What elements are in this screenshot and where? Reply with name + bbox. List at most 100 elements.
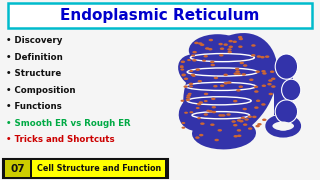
- Circle shape: [239, 120, 244, 122]
- Circle shape: [227, 81, 231, 84]
- Circle shape: [187, 59, 191, 61]
- Circle shape: [237, 129, 241, 132]
- Circle shape: [192, 59, 196, 62]
- Text: Endoplasmic Reticulum: Endoplasmic Reticulum: [60, 8, 260, 23]
- Circle shape: [237, 119, 241, 122]
- Text: • Discovery: • Discovery: [6, 36, 63, 45]
- Circle shape: [243, 108, 247, 110]
- FancyBboxPatch shape: [5, 160, 30, 177]
- Circle shape: [212, 111, 216, 113]
- Circle shape: [188, 93, 192, 95]
- Ellipse shape: [275, 100, 298, 123]
- FancyBboxPatch shape: [3, 159, 168, 178]
- Circle shape: [261, 70, 266, 73]
- Circle shape: [209, 39, 213, 41]
- Circle shape: [200, 44, 204, 46]
- Circle shape: [262, 84, 266, 87]
- Circle shape: [196, 107, 200, 109]
- Circle shape: [198, 42, 203, 45]
- Circle shape: [191, 74, 195, 76]
- Text: • Functions: • Functions: [6, 102, 62, 111]
- Circle shape: [211, 98, 215, 100]
- Circle shape: [260, 56, 265, 58]
- Circle shape: [268, 79, 273, 82]
- Circle shape: [214, 77, 218, 79]
- Circle shape: [204, 100, 208, 102]
- FancyBboxPatch shape: [8, 3, 312, 28]
- Circle shape: [226, 113, 231, 116]
- Circle shape: [236, 73, 241, 75]
- Circle shape: [234, 135, 238, 138]
- Circle shape: [218, 43, 223, 45]
- Circle shape: [232, 40, 237, 43]
- Circle shape: [233, 124, 237, 127]
- Circle shape: [220, 48, 224, 50]
- Circle shape: [204, 113, 208, 116]
- Circle shape: [205, 47, 210, 50]
- Circle shape: [270, 70, 274, 73]
- Circle shape: [210, 123, 215, 126]
- Circle shape: [254, 90, 259, 93]
- Circle shape: [197, 103, 201, 105]
- Circle shape: [212, 106, 216, 109]
- Circle shape: [196, 68, 200, 71]
- Text: • Composition: • Composition: [6, 86, 76, 95]
- Circle shape: [181, 122, 185, 124]
- Circle shape: [206, 110, 210, 112]
- Circle shape: [252, 116, 257, 118]
- Circle shape: [189, 111, 193, 113]
- Circle shape: [233, 100, 237, 102]
- Circle shape: [184, 112, 188, 114]
- Circle shape: [199, 101, 203, 104]
- Circle shape: [271, 78, 276, 80]
- Circle shape: [186, 96, 190, 99]
- Circle shape: [248, 127, 252, 130]
- Circle shape: [254, 106, 259, 109]
- Circle shape: [243, 64, 247, 67]
- Circle shape: [181, 127, 185, 129]
- Circle shape: [257, 123, 262, 125]
- Circle shape: [239, 38, 243, 40]
- Circle shape: [238, 36, 242, 38]
- Circle shape: [265, 55, 269, 58]
- Circle shape: [218, 114, 223, 117]
- Circle shape: [210, 61, 214, 63]
- Circle shape: [262, 119, 267, 121]
- Circle shape: [236, 89, 241, 92]
- Circle shape: [200, 122, 204, 125]
- Circle shape: [254, 86, 258, 88]
- Circle shape: [261, 103, 266, 106]
- Circle shape: [214, 139, 219, 141]
- Circle shape: [218, 129, 222, 132]
- Ellipse shape: [179, 92, 225, 131]
- Circle shape: [186, 99, 190, 101]
- Circle shape: [256, 100, 260, 102]
- Ellipse shape: [178, 54, 219, 90]
- Ellipse shape: [183, 33, 277, 140]
- Circle shape: [192, 75, 196, 77]
- Ellipse shape: [194, 85, 247, 88]
- Ellipse shape: [282, 79, 301, 101]
- Circle shape: [235, 68, 239, 70]
- Circle shape: [235, 70, 240, 73]
- Circle shape: [249, 78, 253, 81]
- Circle shape: [220, 84, 224, 87]
- Circle shape: [268, 93, 273, 95]
- Circle shape: [228, 46, 233, 48]
- Text: • Structure: • Structure: [6, 69, 62, 78]
- Circle shape: [238, 86, 243, 88]
- Circle shape: [257, 55, 261, 58]
- Circle shape: [180, 65, 184, 67]
- FancyBboxPatch shape: [32, 160, 165, 177]
- Circle shape: [243, 123, 247, 126]
- Ellipse shape: [199, 114, 243, 117]
- Circle shape: [237, 135, 242, 137]
- Ellipse shape: [192, 117, 256, 149]
- Circle shape: [255, 70, 260, 73]
- Text: • Definition: • Definition: [6, 53, 63, 62]
- Circle shape: [202, 60, 206, 62]
- Circle shape: [184, 78, 188, 80]
- Ellipse shape: [275, 122, 291, 130]
- Circle shape: [227, 48, 232, 51]
- Circle shape: [223, 74, 228, 76]
